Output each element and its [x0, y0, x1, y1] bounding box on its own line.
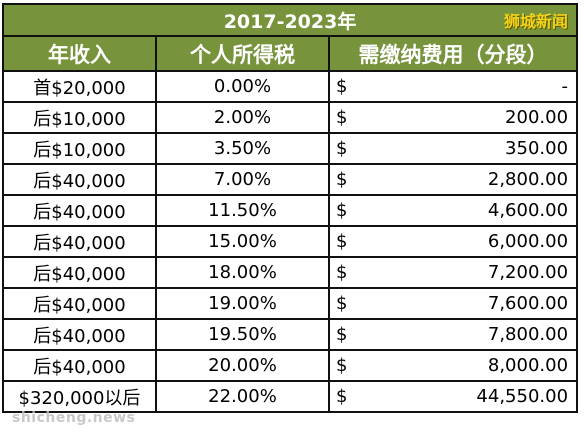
watermark-url: shicheng.news [12, 410, 136, 426]
income-cell: 后$40,000 [2, 194, 157, 227]
tax-rate-cell: 7.00% [155, 163, 330, 196]
fee-amount: 8,000.00 [487, 355, 569, 376]
table-row: 后$40,000 18.00% $7,200.00 [2, 256, 579, 289]
currency-symbol: $ [336, 76, 348, 97]
table-row: 后$40,000 11.50% $4,600.00 [2, 194, 579, 227]
tax-rate-cell: 22.00% [155, 380, 330, 413]
table-row: 后$40,000 15.00% $6,000.00 [2, 225, 579, 258]
currency-symbol: $ [336, 200, 348, 221]
fee-cell: $4,600.00 [327, 194, 579, 227]
tax-rate-cell: 11.50% [155, 194, 330, 227]
tax-rate-cell: 20.00% [155, 349, 330, 382]
fee-cell: $200.00 [327, 101, 579, 134]
fee-cell: $7,800.00 [327, 318, 579, 351]
fee-amount: 200.00 [505, 107, 569, 128]
tax-rate-cell: 0.00% [155, 70, 330, 103]
table-row: 后$40,000 20.00% $8,000.00 [2, 349, 579, 382]
title-row: 2017-2023年 狮城新闻 [1, 3, 579, 37]
tax-rate-cell: 15.00% [155, 225, 330, 258]
fee-cell: $6,000.00 [327, 225, 579, 258]
table-title-cell: 2017-2023年 狮城新闻 [1, 3, 579, 37]
fee-amount: 7,200.00 [487, 262, 569, 283]
table-row: $320,000以后 22.00% $44,550.00 [2, 380, 579, 413]
currency-symbol: $ [336, 138, 348, 159]
currency-symbol: $ [336, 386, 348, 407]
fee-cell: $350.00 [327, 132, 579, 165]
tax-rate-cell: 18.00% [155, 256, 330, 289]
currency-symbol: $ [336, 355, 348, 376]
currency-symbol: $ [336, 262, 348, 283]
currency-symbol: $ [336, 107, 348, 128]
income-cell: 后$40,000 [2, 349, 157, 382]
header-row: 年收入 个人所得税 需缴纳费用（分段） [2, 35, 579, 72]
fee-amount: 350.00 [505, 138, 569, 159]
fee-cell: $ - [327, 70, 579, 103]
fee-cell: $7,200.00 [327, 256, 579, 289]
fee-amount: 7,600.00 [487, 293, 569, 314]
currency-symbol: $ [336, 231, 348, 252]
fee-amount: 4,600.00 [487, 200, 569, 221]
currency-symbol: $ [336, 324, 348, 345]
tax-rate-table: 2017-2023年 狮城新闻 年收入 个人所得税 需缴纳费用（分段） 首$20… [1, 3, 579, 413]
table-row: 后$40,000 19.00% $7,600.00 [2, 287, 579, 320]
income-cell: 后$40,000 [2, 163, 157, 196]
header-fee: 需缴纳费用（分段） [327, 35, 579, 72]
fee-amount: - [561, 76, 569, 97]
currency-symbol: $ [336, 169, 348, 190]
fee-amount: 6,000.00 [487, 231, 569, 252]
table-row: 后$40,000 19.50% $7,800.00 [2, 318, 579, 351]
tax-rate-cell: 19.50% [155, 318, 330, 351]
table-row: 后$10,000 3.50% $350.00 [2, 132, 579, 165]
income-cell: 后$40,000 [2, 225, 157, 258]
income-cell: 首$20,000 [2, 70, 157, 103]
tax-rate-cell: 19.00% [155, 287, 330, 320]
fee-amount: 2,800.00 [487, 169, 569, 190]
fee-cell: $2,800.00 [327, 163, 579, 196]
header-income: 年收入 [2, 35, 157, 72]
table-row: 后$40,000 7.00% $2,800.00 [2, 163, 579, 196]
currency-symbol: $ [336, 293, 348, 314]
fee-amount: 7,800.00 [487, 324, 569, 345]
tax-rate-cell: 3.50% [155, 132, 330, 165]
income-cell: 后$40,000 [2, 256, 157, 289]
tax-rate-cell: 2.00% [155, 101, 330, 134]
fee-amount: 44,550.00 [476, 386, 569, 407]
income-cell: 后$10,000 [2, 101, 157, 134]
table-title: 2017-2023年 [223, 10, 357, 33]
fee-cell: $8,000.00 [327, 349, 579, 382]
table-row: 首$20,000 0.00% $ - [2, 70, 579, 103]
income-cell: 后$40,000 [2, 287, 157, 320]
income-cell: 后$10,000 [2, 132, 157, 165]
header-tax-rate: 个人所得税 [155, 35, 330, 72]
fee-cell: $7,600.00 [327, 287, 579, 320]
income-cell: $320,000以后 [2, 380, 157, 413]
table-row: 后$10,000 2.00% $200.00 [2, 101, 579, 134]
fee-cell: $44,550.00 [327, 380, 579, 413]
watermark-logo: 狮城新闻 [504, 12, 569, 31]
income-cell: 后$40,000 [2, 318, 157, 351]
